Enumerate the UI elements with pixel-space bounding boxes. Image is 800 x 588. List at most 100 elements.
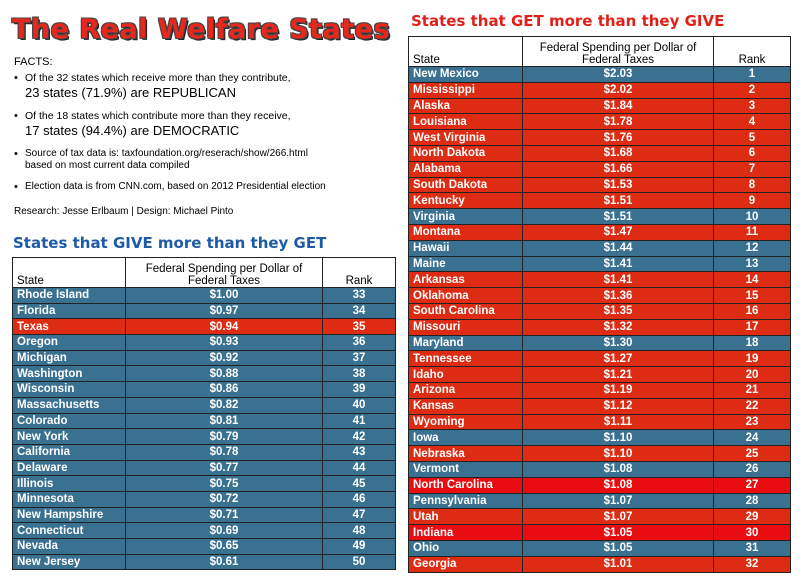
spending-cell: $1.32 (522, 318, 714, 336)
rank-cell: 49 (322, 538, 396, 555)
spending-cell: $1.05 (522, 524, 714, 541)
get-heading: States that GET more than they GIVE (411, 12, 725, 30)
fact-text: based on most current data compiled (25, 160, 190, 171)
table-row: Pennsylvania $1.07 28 (408, 492, 791, 510)
table-row: Oregon $0.93 36 (12, 334, 396, 351)
rank-cell: 18 (713, 334, 791, 352)
rank-cell: 28 (713, 492, 791, 510)
rank-cell: 36 (322, 334, 396, 351)
spending-cell: $2.03 (522, 66, 714, 83)
table-row: Delaware $0.77 44 (12, 459, 396, 477)
rank-cell: 47 (322, 506, 396, 524)
spending-cell: $1.76 (522, 129, 714, 146)
spending-cell: $0.77 (125, 459, 323, 477)
state-cell: Missouri (408, 318, 523, 336)
rank-cell: 48 (322, 522, 396, 539)
table-row: Michigan $0.92 37 (12, 349, 396, 367)
spending-cell: $0.72 (125, 490, 323, 508)
state-cell: Maine (408, 255, 523, 273)
spending-cell: $1.47 (522, 223, 714, 241)
table-row: New Hampshire $0.71 47 (12, 506, 396, 524)
table-row: Minnesota $0.72 46 (12, 490, 396, 508)
page-title: The Real Welfare States (12, 14, 391, 45)
spending-cell: $1.36 (522, 287, 714, 304)
rank-cell: 15 (713, 287, 791, 304)
state-cell: South Dakota (408, 176, 523, 194)
state-cell: Arkansas (408, 271, 523, 289)
spending-cell: $0.61 (125, 553, 323, 571)
spending-cell: $1.66 (522, 160, 714, 178)
state-cell: Georgia (408, 555, 523, 573)
table-row: Washington $0.88 38 (12, 365, 396, 383)
state-cell: Oklahoma (408, 287, 523, 304)
state-cell: Connecticut (12, 522, 126, 539)
spending-cell: $0.82 (125, 396, 323, 414)
rank-cell: 20 (713, 366, 791, 383)
spending-cell: $1.84 (522, 97, 714, 115)
spending-cell: $0.93 (125, 334, 323, 351)
state-cell: New York (12, 428, 126, 445)
state-cell: Nebraska (408, 445, 523, 462)
table-row: Arizona $1.19 21 (408, 381, 791, 399)
rank-cell: 32 (713, 555, 791, 573)
state-cell: Wyoming (408, 413, 523, 431)
state-cell: Kansas (408, 397, 523, 415)
fact-text: Of the 18 states which contribute more t… (25, 110, 291, 122)
state-cell: Rhode Island (12, 287, 126, 304)
table-row: New Mexico $2.03 1 (408, 66, 791, 83)
rank-cell: 13 (713, 255, 791, 273)
credits: Research: Jesse Erlbaum | Design: Michae… (14, 206, 234, 217)
state-cell: Nevada (12, 538, 126, 555)
spending-cell: $1.27 (522, 350, 714, 368)
rank-cell: 10 (713, 208, 791, 225)
table-row: Maryland $1.30 18 (408, 334, 791, 352)
table-row: Utah $1.07 29 (408, 508, 791, 526)
spending-cell: $1.12 (522, 397, 714, 415)
table-row: Wisconsin $0.86 39 (12, 381, 396, 398)
rank-cell: 8 (713, 176, 791, 194)
table-row: Missouri $1.32 17 (408, 318, 791, 336)
spending-cell: $1.01 (522, 555, 714, 573)
fact-item: Source of tax data is: taxfoundation.org… (14, 148, 394, 172)
spending-cell: $0.97 (125, 302, 323, 320)
spending-cell: $1.21 (522, 366, 714, 383)
spending-cell: $0.94 (125, 318, 323, 336)
rank-cell: 33 (322, 287, 396, 304)
facts-heading: FACTS: (14, 56, 53, 68)
spending-header: Federal Spending per Dollar of Federal Ta… (522, 36, 714, 67)
state-cell: Wisconsin (12, 381, 126, 398)
table-row: South Carolina $1.35 16 (408, 302, 791, 320)
spending-cell: $1.68 (522, 144, 714, 162)
state-cell: Illinois (12, 475, 126, 492)
rank-cell: 19 (713, 350, 791, 368)
spending-cell: $1.07 (522, 508, 714, 526)
rank-cell: 21 (713, 381, 791, 399)
state-cell: Maryland (408, 334, 523, 352)
state-cell: Louisiana (408, 113, 523, 131)
give-heading: States that GIVE more than they GET (13, 234, 327, 252)
give-table: State Federal Spending per Dollar of Fede… (12, 257, 396, 571)
table-row: Maine $1.41 13 (408, 255, 791, 273)
state-cell: Vermont (408, 460, 523, 478)
state-cell: Tennessee (408, 350, 523, 368)
state-cell: New Hampshire (12, 506, 126, 524)
spending-cell: $2.02 (522, 81, 714, 99)
table-row: Georgia $1.01 32 (408, 555, 791, 573)
table-row: Louisiana $1.78 4 (408, 113, 791, 131)
table-row: Oklahoma $1.36 15 (408, 287, 791, 304)
rank-cell: 23 (713, 413, 791, 431)
rank-cell: 5 (713, 129, 791, 146)
rank-cell: 38 (322, 365, 396, 383)
state-cell: Indiana (408, 524, 523, 541)
spending-cell: $1.08 (522, 460, 714, 478)
rank-cell: 2 (713, 81, 791, 99)
rank-cell: 31 (713, 539, 791, 557)
state-cell: Arizona (408, 381, 523, 399)
state-cell: Massachusetts (12, 396, 126, 414)
table-row: Nevada $0.65 49 (12, 538, 396, 555)
table-row: West Virginia $1.76 5 (408, 129, 791, 146)
rank-cell: 24 (713, 429, 791, 447)
state-cell: Delaware (12, 459, 126, 477)
rank-cell: 29 (713, 508, 791, 526)
table-row: Kansas $1.12 22 (408, 397, 791, 415)
